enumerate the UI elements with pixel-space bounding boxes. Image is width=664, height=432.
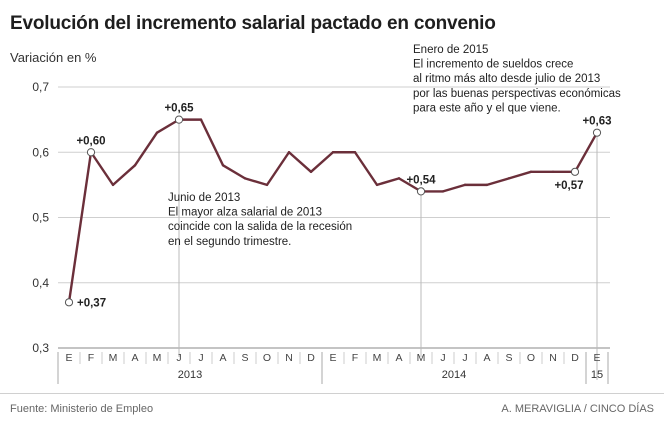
data-point — [265, 183, 269, 187]
x-tick-label: M — [153, 352, 162, 364]
chart-title: Evolución del incremento salarial pactad… — [10, 13, 496, 34]
x-tick-label: N — [549, 352, 557, 364]
x-tick-label: M — [417, 352, 426, 364]
data-point — [551, 170, 555, 174]
x-tick-label: S — [505, 352, 512, 364]
highlighted-point — [570, 167, 580, 176]
data-point — [375, 183, 379, 187]
year-label: 2013 — [178, 369, 202, 381]
data-point — [507, 177, 511, 180]
data-label: +0,63 — [582, 116, 611, 128]
data-label: +0,60 — [76, 135, 105, 147]
highlighted-point — [174, 115, 184, 124]
highlighted-point — [416, 187, 426, 196]
year-label: 15 — [591, 369, 603, 381]
data-point — [221, 164, 225, 167]
data-label: +0,54 — [406, 174, 436, 186]
data-point — [485, 183, 489, 187]
annotation-text: por las buenas perspectivas económicas — [413, 88, 621, 100]
x-tick-label: F — [88, 352, 94, 364]
data-point — [155, 131, 159, 134]
highlighted-point — [592, 128, 602, 137]
data-point — [529, 170, 533, 174]
y-tick-label: 0,5 — [32, 211, 49, 225]
data-point — [309, 170, 313, 174]
series-line — [67, 118, 599, 304]
x-tick-label: A — [483, 352, 490, 364]
x-tick-label: A — [219, 352, 226, 364]
data-point — [331, 151, 335, 154]
data-point — [111, 183, 115, 187]
data-point — [353, 151, 357, 154]
data-point — [397, 177, 401, 180]
data-point — [199, 118, 203, 121]
y-axis-label: Variación en % — [10, 50, 97, 65]
source-note: Fuente: Ministerio de Empleo — [10, 403, 154, 415]
x-tick-label: O — [263, 352, 271, 364]
x-tick-label: A — [395, 352, 402, 364]
data-label: +0,57 — [554, 180, 583, 192]
data-point — [287, 151, 291, 154]
line-chart: 0,7 0,6 0,5 0,4 0,3 E F M A M J J A S O N D E F M A M J J A S O N D E… — [32, 44, 621, 384]
x-tick-label: O — [527, 352, 535, 364]
data-label: +0,65 — [164, 103, 194, 115]
data-point — [133, 164, 137, 167]
x-tick-label: E — [65, 352, 72, 364]
y-tick-label: 0,7 — [32, 80, 49, 94]
x-tick-label: E — [593, 352, 600, 364]
annotation-text: El incremento de sueldos crece — [413, 59, 573, 71]
y-tick-label: 0,6 — [32, 145, 49, 159]
y-tick-label: 0,3 — [32, 341, 49, 355]
footer-divider — [0, 393, 664, 394]
data-label: +0,37 — [77, 297, 106, 309]
x-tick-label: F — [352, 352, 358, 364]
highlighted-point — [86, 148, 96, 157]
x-tick-label: D — [307, 352, 315, 364]
data-point — [441, 190, 445, 193]
credit-note: A. MERAVIGLIA / CINCO DÍAS — [501, 403, 654, 415]
y-tick-label: 0,4 — [32, 276, 49, 290]
annotation-text: al ritmo más alto desde julio de 2013 — [413, 73, 600, 85]
annotation-text: El mayor alza salarial de 2013 — [168, 207, 322, 219]
x-tick-label: J — [462, 352, 467, 364]
annotation-text: Junio de 2013 — [168, 192, 240, 204]
data-point — [463, 183, 467, 187]
annotation-text: Enero de 2015 — [413, 44, 488, 56]
x-tick-label: A — [131, 352, 138, 364]
x-tick-label: D — [571, 352, 579, 364]
x-tick-label: J — [176, 352, 181, 364]
x-tick-label: S — [241, 352, 248, 364]
data-point — [243, 177, 247, 180]
annotation-text: para este año y el que viene. — [413, 102, 561, 114]
year-label: 2014 — [442, 369, 466, 381]
x-tick-label: J — [440, 352, 445, 364]
x-tick-label: J — [198, 352, 203, 364]
x-tick-label: E — [329, 352, 336, 364]
x-tick-label: M — [373, 352, 382, 364]
x-tick-label: M — [109, 352, 118, 364]
annotation-text: coincide con la salida de la recesión — [168, 221, 352, 233]
highlighted-point — [64, 298, 74, 307]
annotation-text: en el segundo trimestre. — [168, 236, 291, 248]
x-tick-label: N — [285, 352, 293, 364]
